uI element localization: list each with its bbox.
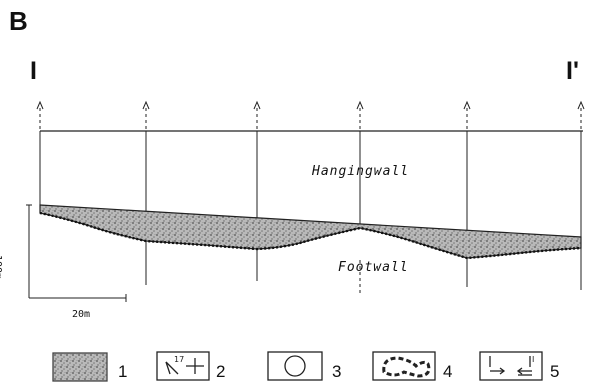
- vertical-5: [463, 100, 471, 287]
- horizontal-scale-bar: [29, 294, 127, 302]
- layer-base-scallops: [39, 211, 582, 260]
- fault-symbol-text: I: [532, 355, 534, 364]
- circle-icon: [267, 351, 323, 381]
- hangingwall-label: Hangingwall: [312, 164, 410, 179]
- dip-value-text: 17: [174, 355, 184, 364]
- legend-symbols: [52, 351, 543, 382]
- stippled-layer: [39, 204, 582, 259]
- dashed-outline-body-icon: [372, 351, 436, 381]
- legend-number-5: 5: [550, 362, 560, 381]
- legend-number-3: 3: [332, 362, 342, 381]
- legend-number-2: 2: [216, 362, 226, 381]
- section-end-label: I': [566, 57, 579, 85]
- section-verticals: [36, 100, 585, 293]
- section-start-label: I: [30, 57, 37, 85]
- dip-strike-symbol-icon: [156, 351, 210, 381]
- vertical-3: [253, 100, 261, 281]
- vertical-6: [577, 100, 585, 290]
- vertical-1: [36, 100, 44, 205]
- panel-label: B: [9, 6, 28, 36]
- fault-arrows-icon: [479, 351, 543, 381]
- vertical-2: [142, 100, 150, 285]
- legend-number-4: 4: [443, 362, 453, 381]
- footwall-label: Footwall: [338, 260, 409, 275]
- vertical-scale-label: 100m: [0, 255, 3, 280]
- horizontal-scale-label: 20m: [72, 309, 91, 320]
- legend-number-1: 1: [118, 362, 128, 381]
- vertical-scale-bar: [26, 204, 32, 298]
- stipple-fill-icon: [52, 352, 108, 382]
- vertical-4: [356, 100, 364, 293]
